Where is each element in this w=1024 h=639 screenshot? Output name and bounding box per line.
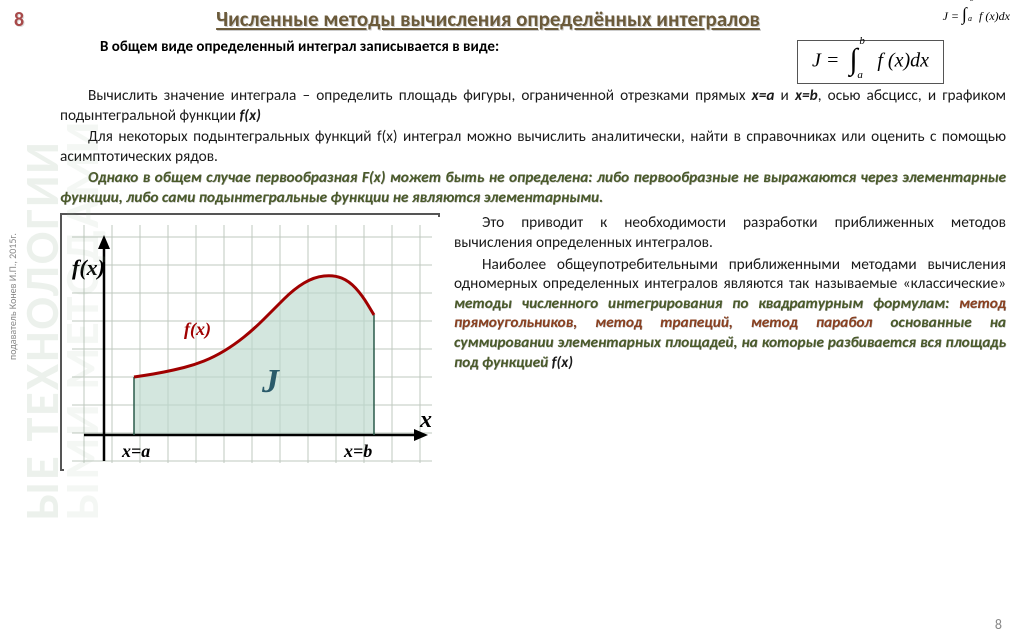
p5-b: методы численного интегрирования по квад… [454,294,959,313]
p1-text-a: Вычислить значение интеграла – определит… [88,86,752,105]
paragraph-4: Это приводит к необходимости разработки … [454,213,1006,252]
svg-text:x=a: x=a [121,441,150,461]
side-author: подаватель Конев И.П., 2015г. [6,233,19,360]
svg-text:J: J [261,363,280,400]
body-text: Вычислить значение интеграла – определит… [60,86,1006,471]
chart-column: f(x) x f(x) Jx=a x=b [60,213,440,471]
paragraph-2: Для некоторых подынтегральных функций f(… [60,127,1006,166]
formula-small: J = b ∫ a f (x)dx [943,4,1010,25]
paragraph-1: Вычислить значение интеграла – определит… [60,86,1006,125]
p1-and: и [774,86,795,105]
right-text-column: Это приводит к необходимости разработки … [454,213,1006,471]
svg-text:f(x): f(x) [184,319,211,340]
svg-text:x: x [419,407,432,433]
slide-number-bottom: 8 [995,616,1002,633]
p1-xa: x=a [752,86,775,105]
p5-fx: f(x) [552,353,573,372]
svg-text:x=b: x=b [343,441,372,461]
p5-a: Наиболее общеупотребительными приближенн… [454,255,1006,294]
svg-text:f(x): f(x) [72,255,105,280]
integral-chart: f(x) x f(x) Jx=a x=b [60,213,440,471]
slide-title: Численные методы вычисления определённых… [90,6,886,32]
p1-fx: f(x) [239,106,260,125]
paragraph-5: Наиболее общеупотребительными приближенн… [454,255,1006,372]
paragraph-3: Однако в общем случае первообразная F(x)… [60,168,1006,207]
formula-large: J = b ∫ a f (x)dx [797,40,944,84]
slide: ЫЕ ТЕХНОЛОГИИ ЫМИ МЕТОДАМИ подаватель Ко… [0,0,1024,639]
p1-xb: x=b [795,86,818,105]
slide-number-top: 8 [14,8,24,32]
